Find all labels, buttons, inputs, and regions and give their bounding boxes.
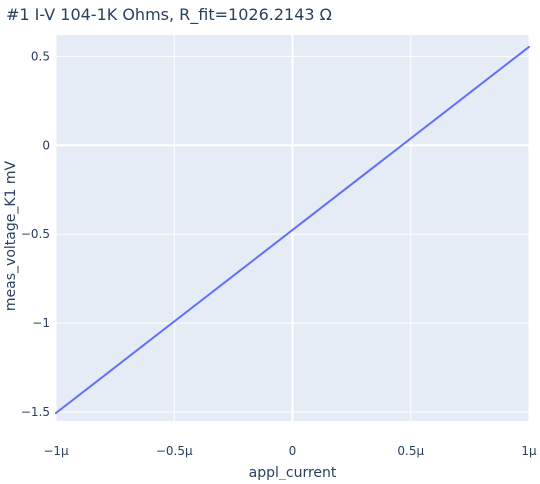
x-tick-label: 0.5µ (397, 444, 424, 458)
x-tick-label: 0 (289, 444, 297, 458)
x-axis-title: appl_current (249, 465, 337, 480)
y-tick-label: 0 (42, 138, 50, 152)
tick-layer: −1µ −0.5µ 0 0.5µ 1µ −1.5 −1 −0.5 0 0.5 (21, 49, 537, 458)
series-layer (55, 45, 530, 414)
chart-title: #1 I-V 104-1K Ohms, R_fit=1026.2143 Ω (6, 5, 332, 25)
x-tick-label: −0.5µ (156, 444, 193, 458)
y-tick-label: −0.5 (21, 227, 50, 241)
x-tick-label: 1µ (521, 444, 537, 458)
series-line (55, 45, 530, 414)
y-tick-label: −1 (32, 316, 50, 330)
y-axis-title: meas_voltage_K1 mV (3, 160, 19, 311)
grid-layer (55, 35, 530, 421)
x-tick-label: −1µ (43, 444, 69, 458)
y-tick-label: −1.5 (21, 405, 50, 419)
y-tick-label: 0.5 (31, 49, 50, 63)
